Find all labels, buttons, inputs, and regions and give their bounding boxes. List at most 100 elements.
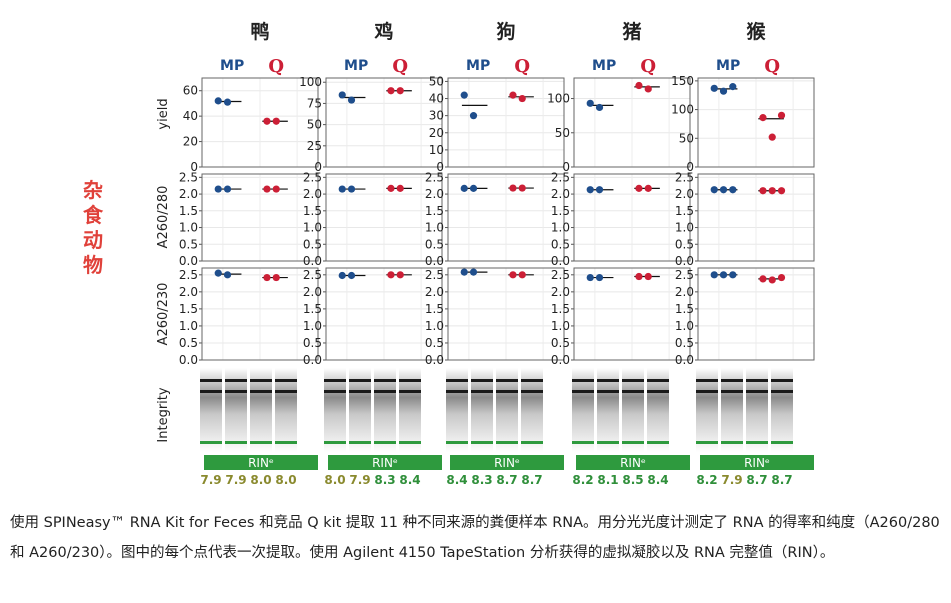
virtual-gel bbox=[446, 368, 543, 452]
virtual-gel bbox=[324, 368, 421, 452]
rin-value: 8.0 bbox=[275, 473, 296, 487]
tick-label: 10 bbox=[429, 143, 444, 157]
tick-label: 1.5 bbox=[179, 302, 198, 316]
q-data-point bbox=[635, 81, 643, 90]
panel-frame bbox=[201, 77, 319, 168]
mp-data-point bbox=[223, 271, 232, 279]
gel-band-18s bbox=[597, 390, 619, 393]
q-data-point bbox=[777, 187, 786, 195]
gel-band-28s bbox=[622, 379, 644, 382]
q-kit-logo: Q bbox=[514, 56, 530, 77]
gel-lane bbox=[275, 368, 297, 452]
q-data-point bbox=[518, 94, 526, 103]
tick-label: 2.5 bbox=[425, 268, 444, 282]
row-label-yield: yield bbox=[156, 98, 171, 129]
q-data-point bbox=[644, 272, 652, 281]
mp-data-point bbox=[338, 271, 346, 280]
tick-label: 0.0 bbox=[551, 353, 570, 367]
tick-label: 0.5 bbox=[303, 237, 322, 251]
tick-label: 0.0 bbox=[303, 353, 322, 367]
tick-label: 0.5 bbox=[675, 237, 694, 251]
tick-label: 50 bbox=[555, 126, 570, 140]
panel-yield: 0 50 100 150 bbox=[671, 74, 815, 174]
tick-label: 1.0 bbox=[425, 221, 444, 235]
mp-data-point bbox=[586, 99, 594, 107]
tick-label: 1.5 bbox=[675, 204, 694, 218]
rin-value: 8.0 bbox=[324, 473, 345, 487]
gel-band-28s bbox=[250, 379, 272, 382]
q-data-point bbox=[518, 271, 526, 279]
tick-label: 1.0 bbox=[425, 319, 444, 333]
gel-band-28s bbox=[521, 379, 543, 382]
q-data-point bbox=[509, 271, 517, 279]
tick-label: 0.5 bbox=[675, 336, 694, 350]
tick-label: 2.0 bbox=[551, 285, 570, 299]
gel-band-28s bbox=[349, 379, 371, 382]
tick-label: 0.0 bbox=[675, 254, 694, 268]
tick-label: 2.0 bbox=[179, 285, 198, 299]
rin-value: 7.9 bbox=[721, 473, 742, 487]
gel-marker-band bbox=[647, 441, 669, 444]
q-kit-logo: Q bbox=[764, 56, 780, 77]
mp-data-point bbox=[586, 186, 594, 194]
gel-lane bbox=[771, 368, 793, 452]
gel-band-18s bbox=[721, 390, 743, 393]
gel-band-18s bbox=[622, 390, 644, 393]
tick-label: 2.0 bbox=[303, 285, 322, 299]
rin-value: 7.9 bbox=[200, 473, 221, 487]
tick-label: 25 bbox=[307, 139, 322, 153]
tick-label: 100 bbox=[671, 103, 694, 117]
gel-marker-band bbox=[324, 441, 346, 444]
tick-label: 40 bbox=[429, 92, 444, 106]
tick-label: 1.5 bbox=[551, 302, 570, 316]
gel-lane bbox=[521, 368, 543, 452]
rin-value: 7.9 bbox=[349, 473, 370, 487]
gel-band-28s bbox=[324, 379, 346, 382]
panel-frame bbox=[201, 173, 319, 262]
panel-frame bbox=[573, 267, 691, 361]
mp-data-point bbox=[223, 98, 232, 106]
rin-value: 8.2 bbox=[572, 473, 593, 487]
panel-a260_230: 0.0 0.5 1.0 1.5 2.0 2.5 bbox=[179, 267, 319, 367]
gel-band-28s bbox=[225, 379, 247, 382]
gel-band-28s bbox=[721, 379, 743, 382]
mp-data-point bbox=[469, 184, 478, 192]
tick-label: 1.0 bbox=[303, 221, 322, 235]
tick-label: 0.5 bbox=[425, 336, 444, 350]
mp-data-point bbox=[460, 268, 468, 276]
row-label-integrity: Integrity bbox=[156, 387, 171, 442]
q-kit-logo: Q bbox=[268, 56, 284, 77]
q-data-point bbox=[387, 87, 395, 95]
mp-data-point bbox=[595, 103, 604, 112]
panel-yield: 0 20 40 60 bbox=[183, 77, 319, 174]
tick-label: 0.5 bbox=[425, 237, 444, 251]
mp-data-point bbox=[347, 185, 356, 193]
q-data-point bbox=[768, 187, 776, 195]
gel-lane bbox=[200, 368, 222, 452]
tick-label: 2.5 bbox=[303, 268, 322, 282]
tick-label: 1.5 bbox=[179, 204, 198, 218]
q-kit-logo: Q bbox=[392, 56, 408, 77]
panel-a260_230: 0.0 0.5 1.0 1.5 2.0 2.5 bbox=[303, 267, 443, 367]
panel-a260_230: 0.0 0.5 1.0 1.5 2.0 2.5 bbox=[551, 267, 691, 367]
tick-label: 60 bbox=[183, 84, 198, 98]
q-data-point bbox=[644, 184, 652, 192]
rin-label: RINᵉ bbox=[494, 456, 520, 470]
q-data-point bbox=[263, 273, 271, 282]
gel-band-28s bbox=[771, 379, 793, 382]
tick-label: 1.5 bbox=[425, 204, 444, 218]
panel-frame bbox=[697, 267, 815, 361]
mp-data-point bbox=[338, 91, 346, 99]
gel-marker-band bbox=[696, 441, 718, 444]
tick-label: 1.0 bbox=[675, 221, 694, 235]
panel-a260_280: 0.0 0.5 1.0 1.5 2.0 2.5 bbox=[179, 170, 319, 268]
mp-data-point bbox=[729, 271, 737, 279]
mp-data-point bbox=[710, 186, 718, 194]
tick-label: 0 bbox=[686, 160, 694, 174]
species-title: 鸭 bbox=[250, 20, 269, 43]
gel-marker-band bbox=[771, 441, 793, 444]
mp-data-point bbox=[460, 91, 468, 99]
panel-frame bbox=[325, 267, 443, 361]
panel-frame bbox=[325, 77, 443, 168]
tick-label: 2.5 bbox=[551, 170, 570, 184]
